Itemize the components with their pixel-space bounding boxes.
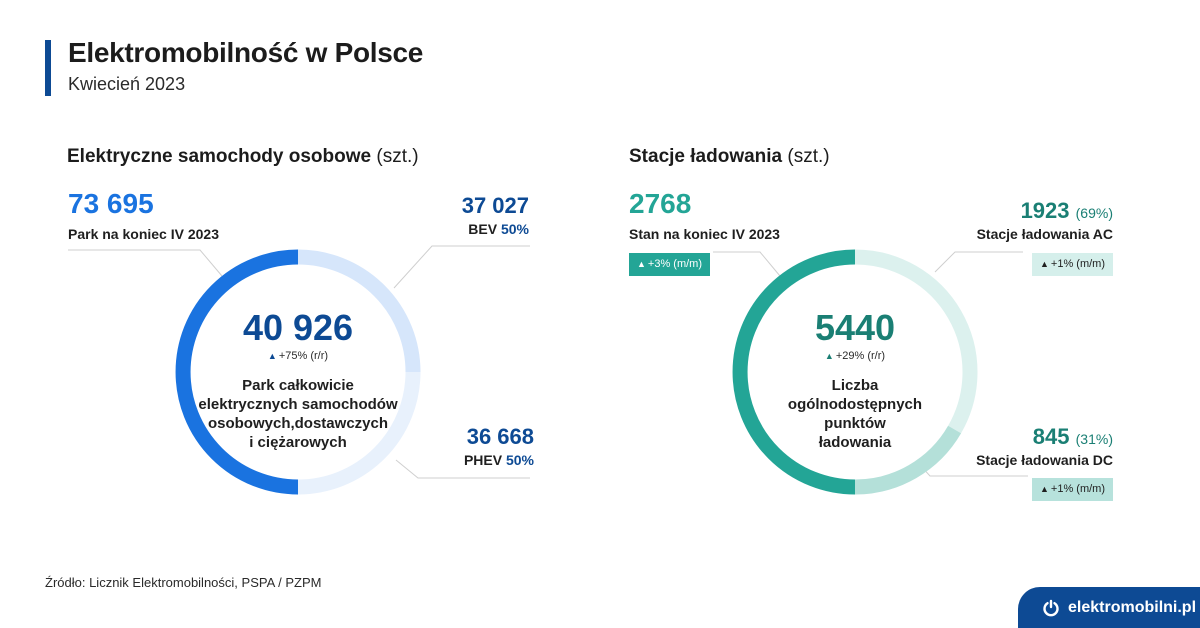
dc-leader-line <box>919 464 1028 477</box>
stations-center-change: ▲ +29% (r/r) <box>824 350 886 362</box>
source-note: Źródło: Licznik Elektromobilności, PSPA … <box>45 575 322 590</box>
cars-park-label: Park na koniec IV 2023 <box>68 226 219 242</box>
cars-total-arc <box>175 249 299 495</box>
cars-center-label: Park całkowicie elektrycznych samochodów… <box>198 377 398 451</box>
bev-label: BEV 50% <box>468 221 529 237</box>
phev-value: 36 668 <box>466 424 534 449</box>
stations-center-label: Liczba ogólnodostępnych punktów ładowani… <box>787 377 923 451</box>
ac-change-badge: ▲ +1% (m/m) <box>1031 253 1113 276</box>
cars-center-block: 40 926 ▲ +75% (r/r) Park całkowicie elekt… <box>198 308 398 452</box>
bev-leader-line <box>393 245 530 289</box>
stations-total-value: 2768 <box>629 188 692 219</box>
stations-total-change-badge: ▲ +3% (m/m) <box>629 253 711 276</box>
phev-leader-line <box>395 459 530 479</box>
stations-donut-chart <box>713 249 1028 495</box>
up-triangle-icon: ▲ <box>824 351 834 361</box>
stations-total-label: Stan na koniec IV 2023 <box>629 226 780 242</box>
dc-arc <box>854 425 962 495</box>
ac-leader-line <box>934 251 1023 273</box>
cars-center-value: 40 926 <box>242 307 354 348</box>
dc-label: Stacje ładowania DC <box>976 452 1113 468</box>
park-leader-line <box>68 249 223 277</box>
stations-section-title: Stacje ładowania (szt.) <box>629 146 830 167</box>
stations-center-value: 5440 <box>814 307 896 348</box>
cars-section-title: Elektryczne samochody osobowe (szt.) <box>67 146 419 167</box>
bev-value: 37 027 <box>461 193 529 218</box>
title-accent-bar <box>45 40 51 96</box>
ac-label: Stacje ładowania AC <box>976 226 1113 242</box>
page-title: Elektromobilność w Polsce <box>68 37 424 68</box>
ac-value: 1923 (69%) <box>1020 198 1113 223</box>
brand-badge[interactable]: elektromobilni.pl <box>1018 587 1200 628</box>
bev-arc <box>297 249 421 373</box>
brand-name: elektromobilni.pl <box>1068 598 1197 616</box>
up-triangle-icon: ▲ <box>267 351 277 361</box>
phev-arc <box>297 371 421 495</box>
ac-arc <box>854 249 978 434</box>
power-logo-icon <box>1043 599 1059 616</box>
cars-park-value: 73 695 <box>68 188 154 219</box>
dc-value: 845 (31%) <box>1032 424 1113 449</box>
dc-change-badge: ▲ +1% (m/m) <box>1031 478 1113 501</box>
total-leader-line <box>713 251 781 277</box>
up-triangle-icon: ▲ <box>1039 259 1049 269</box>
up-triangle-icon: ▲ <box>1039 484 1049 494</box>
stations-center-block: 5440 ▲ +29% (r/r) Liczba ogólnodostępnych… <box>755 308 955 452</box>
stations-total-arc <box>732 249 856 495</box>
cars-donut-chart <box>68 245 530 495</box>
up-triangle-icon: ▲ <box>637 259 646 269</box>
cars-center-change: ▲ +75% (r/r) <box>267 350 329 362</box>
page-subtitle: Kwiecień 2023 <box>68 74 186 94</box>
phev-label: PHEV 50% <box>463 452 534 468</box>
